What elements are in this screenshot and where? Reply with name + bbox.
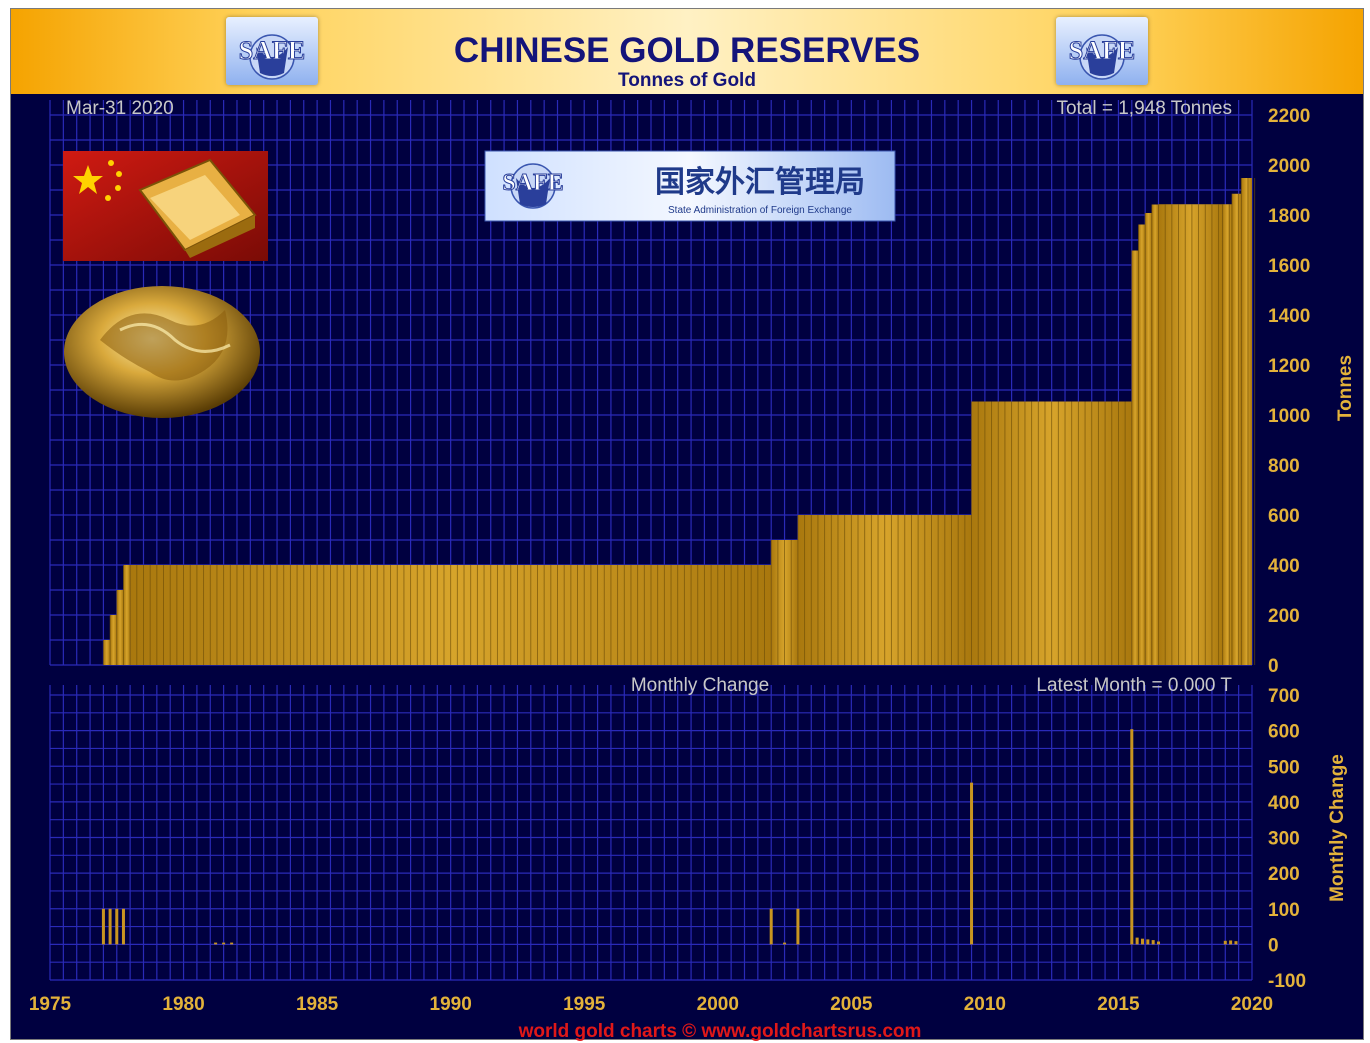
y-tick-label-top: 2200 (1268, 106, 1310, 127)
badge-english-text: State Administration of Foreign Exchange (668, 205, 852, 216)
china-flag-gold-bars-image (63, 151, 268, 261)
safe-logo-left: SAFE (226, 17, 318, 85)
monthly-change-bar (1234, 941, 1238, 945)
monthly-change-bars (101, 729, 1238, 945)
reserves-bar (1231, 193, 1242, 665)
y-tick-label-top: 1000 (1268, 406, 1310, 427)
y-tick-label-bottom: -100 (1268, 971, 1306, 992)
y-tick-label-bottom: 400 (1268, 793, 1300, 814)
y-tick-label-bottom: 700 (1268, 686, 1300, 707)
monthly-change-bar (970, 782, 974, 945)
x-tick-label: 1995 (563, 994, 606, 1015)
monthly-change-bar (1223, 940, 1227, 945)
y-tick-label-top: 600 (1268, 506, 1300, 527)
reserves-bars (102, 178, 1256, 665)
monthly-change-bar (796, 908, 800, 945)
y-tick-label-bottom: 600 (1268, 722, 1300, 743)
monthly-change-bar (214, 942, 218, 945)
footer-credit: world gold charts © www.goldchartsrus.co… (518, 1021, 922, 1042)
latest-month-label: Latest Month = 0.000 T (1036, 675, 1232, 696)
badge-chinese-text: 国家外汇管理局 (655, 165, 865, 200)
x-tick-label: 2005 (830, 994, 873, 1015)
y-tick-label-bottom: 100 (1268, 900, 1300, 921)
y-tick-label-top: 400 (1268, 556, 1300, 577)
monthly-change-bar (230, 942, 234, 945)
y-tick-label-top: 0 (1268, 656, 1279, 677)
y-tick-label-top: 200 (1268, 606, 1300, 627)
monthly-change-bar (1229, 940, 1233, 945)
y-tick-label-top: 2000 (1268, 156, 1310, 177)
reserves-bar (110, 615, 117, 665)
chart-title: CHINESE GOLD RESERVES (453, 31, 921, 70)
reserves-bar (1131, 250, 1139, 665)
monthly-change-bar (108, 908, 112, 945)
y-tick-label-bottom: 200 (1268, 864, 1300, 885)
x-tick-label: 2000 (697, 994, 739, 1015)
reserves-bar (123, 565, 131, 665)
reserves-bar (1241, 178, 1252, 665)
x-tick-label: 1985 (296, 994, 339, 1015)
y-tick-label-top: 1800 (1268, 206, 1310, 227)
reserves-bar (116, 590, 124, 665)
y-tick-label-top: 1200 (1268, 356, 1310, 377)
reserves-bar (1222, 204, 1232, 665)
y-tick-label-bottom: 300 (1268, 829, 1300, 850)
reserves-bar (1158, 204, 1223, 665)
safe-badge: SAFE 国家外汇管理局 State Administration of For… (484, 150, 896, 222)
logo-text: SAFE (1069, 36, 1135, 65)
y-tick-label-bottom: 500 (1268, 757, 1300, 778)
monthly-change-bar (1157, 941, 1161, 945)
reserves-bar (1145, 213, 1152, 665)
x-tick-label: 2020 (1231, 994, 1273, 1015)
monthly-change-bar (1130, 729, 1134, 945)
x-tick-label: 2010 (964, 994, 1006, 1015)
monthly-change-bar (222, 942, 226, 945)
monthly-change-bar (101, 908, 105, 945)
chart-subtitle: Tonnes of Gold (618, 70, 756, 91)
total-label: Total = 1,948 Tonnes (1056, 98, 1232, 119)
monthly-change-title: Monthly Change (631, 675, 769, 696)
axis-ticks: 0200400600800100012001400160018002000220… (29, 106, 1310, 1015)
y-axis-label-bottom: Monthly Change (1327, 754, 1348, 902)
chart-header: SAFE SAFE CHINESE GOLD RESERVES Tonnes o… (11, 9, 1363, 94)
y-tick-label-bottom: 0 (1268, 935, 1279, 956)
y-tick-label-top: 1400 (1268, 306, 1310, 327)
monthly-change-bar (1135, 937, 1139, 945)
x-tick-label: 1990 (430, 994, 472, 1015)
monthly-change-bar (1151, 940, 1155, 945)
reserves-bar (103, 640, 111, 665)
date-label: Mar-31 2020 (66, 98, 174, 119)
x-tick-label: 2015 (1097, 994, 1140, 1015)
safe-logo-right: SAFE (1056, 17, 1148, 85)
gold-coin-image (64, 286, 260, 418)
monthly-change-bar (121, 908, 125, 945)
monthly-change-bar (769, 908, 773, 945)
y-axis-label-top: Tonnes (1335, 355, 1356, 421)
reserves-bar (1151, 204, 1159, 665)
y-tick-label-top: 800 (1268, 456, 1300, 477)
monthly-change-bar (1140, 938, 1144, 945)
reserves-bar (1138, 224, 1146, 665)
x-tick-label: 1975 (29, 994, 72, 1015)
monthly-change-bar (1146, 939, 1150, 945)
badge-logo-text: SAFE (502, 170, 563, 196)
monthly-change-bar (115, 908, 119, 945)
x-tick-label: 1980 (162, 994, 204, 1015)
y-tick-label-top: 1600 (1268, 256, 1310, 277)
logo-text: SAFE (239, 36, 305, 65)
monthly-change-bar (783, 942, 787, 945)
